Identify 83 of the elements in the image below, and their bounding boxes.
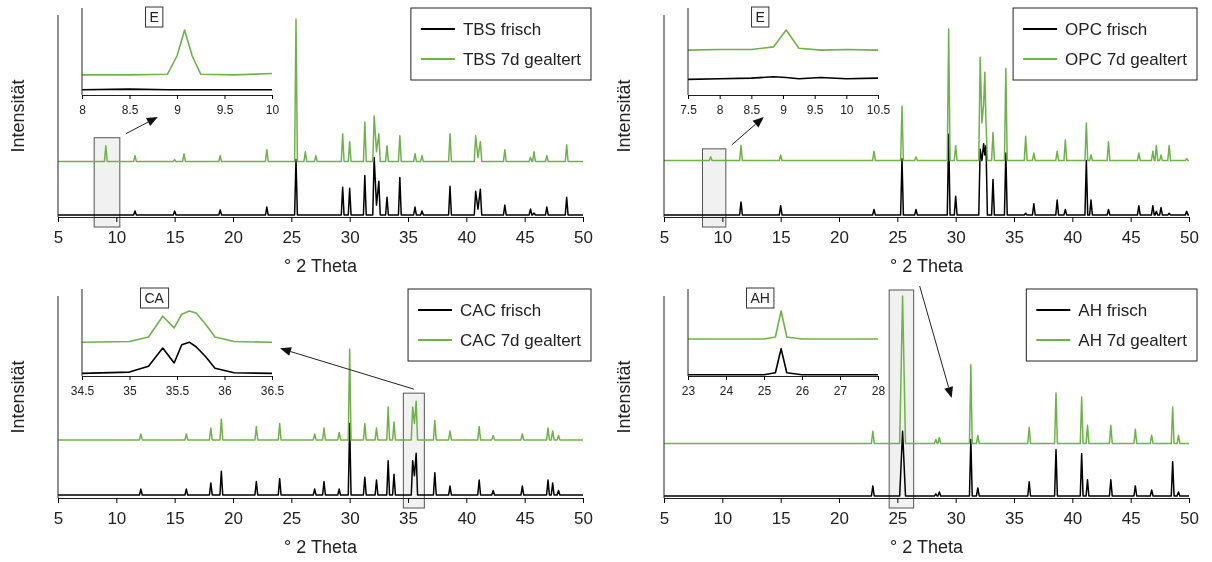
x-tick-label: 9: [780, 103, 788, 117]
legend-label: OPC frisch: [1065, 20, 1148, 39]
y-axis-title: Intensität: [8, 360, 28, 434]
x-tick-label: 5: [53, 227, 64, 247]
x-tick-label: 35: [123, 384, 137, 398]
x-tick-label: 15: [771, 508, 791, 528]
x-tick-label: 25: [282, 227, 302, 247]
x-tick-label: 15: [165, 508, 185, 528]
x-tick-label: 20: [830, 508, 849, 528]
x-tick-label: 8.5: [743, 103, 761, 117]
x-tick-label: 8: [79, 103, 87, 117]
x-tick-label: 35: [399, 227, 418, 247]
x-tick-label: 10: [840, 103, 854, 117]
x-tick-label: 40: [457, 508, 477, 528]
x-tick-label: 25: [282, 508, 302, 528]
x-tick-label: 30: [340, 227, 360, 247]
x-tick-label: 45: [1121, 508, 1141, 528]
x-tick-label: 25: [888, 227, 908, 247]
x-tick-label: 36.5: [260, 384, 285, 398]
x-tick-label: 25: [888, 508, 908, 528]
chart-title: AH: [750, 290, 770, 306]
x-tick-label: 36: [218, 384, 232, 398]
x-axis-title: ° 2 Theta: [284, 537, 358, 557]
x-tick-label: 5: [659, 227, 670, 247]
x-tick-label: 45: [515, 508, 535, 528]
x-tick-label: 28: [871, 384, 886, 398]
x-tick-label: 5: [53, 508, 64, 528]
x-axis-title: ° 2 Theta: [890, 256, 964, 276]
x-tick-label: 10: [265, 103, 280, 117]
chart-title: E: [149, 9, 159, 25]
x-tick-label: 9.5: [806, 103, 824, 117]
legend-label: AH frisch: [1078, 301, 1148, 320]
y-axis-title: Intensität: [8, 79, 28, 153]
legend-label: AH 7d gealtert: [1078, 331, 1188, 350]
chart-title: CA: [144, 290, 165, 306]
x-tick-label: 15: [165, 227, 185, 247]
x-tick-label: 10: [107, 508, 127, 528]
x-tick-label: 50: [1180, 508, 1199, 528]
x-tick-label: 8.5: [121, 103, 139, 117]
x-tick-label: 50: [1180, 227, 1199, 247]
x-axis-title: ° 2 Theta: [890, 537, 964, 557]
x-tick-label: 34.5: [70, 384, 95, 398]
x-tick-label: 45: [515, 227, 535, 247]
x-tick-label: 20: [224, 508, 243, 528]
x-tick-label: 10: [713, 227, 733, 247]
x-tick-label: 30: [946, 227, 966, 247]
x-tick-label: 35.5: [165, 384, 190, 398]
x-tick-label: 5: [659, 508, 670, 528]
x-tick-label: 10: [713, 508, 733, 528]
x-tick-label: 35: [399, 508, 418, 528]
legend-label: TBS 7d gealtert: [462, 50, 582, 69]
x-tick-label: 35: [1005, 227, 1024, 247]
x-tick-label: 20: [830, 227, 849, 247]
x-tick-label: 23: [681, 384, 696, 398]
legend-label: OPC 7d gealtert: [1065, 50, 1188, 69]
legend-label: CAC 7d gealtert: [460, 331, 582, 350]
x-tick-label: 35: [1005, 508, 1024, 528]
x-tick-label: 40: [1063, 227, 1083, 247]
x-tick-label: 26: [795, 384, 810, 398]
chart-title: E: [755, 9, 765, 25]
x-tick-label: 10.5: [866, 103, 891, 117]
x-tick-label: 27: [833, 384, 848, 398]
x-tick-label: 24: [719, 384, 734, 398]
x-tick-label: 40: [1063, 508, 1083, 528]
x-tick-label: 10: [107, 227, 127, 247]
x-tick-label: 7.5: [680, 103, 698, 117]
x-tick-label: 50: [574, 227, 593, 247]
x-tick-label: 30: [340, 508, 360, 528]
x-tick-label: 9: [174, 103, 182, 117]
x-tick-label: 9.5: [216, 103, 234, 117]
x-tick-label: 25: [757, 384, 772, 398]
legend-label: CAC frisch: [460, 301, 542, 320]
x-tick-label: 15: [771, 227, 791, 247]
x-tick-label: 40: [457, 227, 477, 247]
x-tick-label: 8: [716, 103, 724, 117]
y-axis-title: Intensität: [614, 79, 634, 153]
x-tick-label: 20: [224, 227, 243, 247]
y-axis-title: Intensität: [614, 360, 634, 434]
x-tick-label: 30: [946, 508, 966, 528]
legend-label: TBS frisch: [462, 20, 542, 39]
x-tick-label: 50: [574, 508, 593, 528]
x-tick-label: 45: [1121, 227, 1141, 247]
x-axis-title: ° 2 Theta: [284, 256, 358, 276]
